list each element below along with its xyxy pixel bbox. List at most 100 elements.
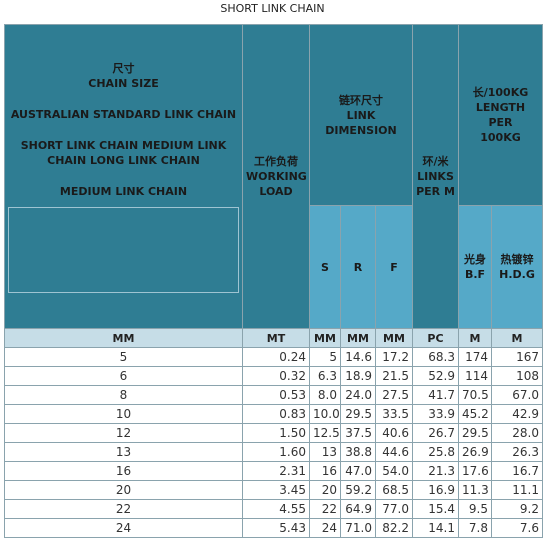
data-cell: 108 [491,366,543,386]
header-text: DIMENSION [325,123,397,137]
data-cell: 3.45 [242,480,310,500]
data-cell: 17.2 [375,347,413,367]
data-row: 16 2.31 16 47.0 54.0 21.3 17.6 16.7 [4,461,543,481]
header-text: PER M [416,185,455,198]
header-text: LENGTH PER [475,101,526,129]
data-cell: 5 [309,347,341,367]
header-cell: F [375,205,413,329]
header-text: WORKING [246,170,307,183]
header-text: MEDIUM LINK CHAIN [59,184,188,198]
gap [8,168,239,184]
data-cell: 37.5 [340,423,376,443]
data-cell: 67.0 [491,385,543,405]
data-cell: 24 [309,518,341,538]
data-cell: 0.53 [242,385,310,405]
data-cell: 6 [4,366,243,386]
data-cell: 11.1 [491,480,543,500]
header-cell: 环/米 LINKS PER M [412,24,459,329]
data-cell: 22 [4,499,243,519]
data-cell: 12.5 [309,423,341,443]
header-cell: 长/100KG LENGTH PER 100KG [458,24,543,206]
data-row: 12 1.50 12.5 37.5 40.6 26.7 29.5 28.0 [4,423,543,443]
data-cell: 77.0 [375,499,413,519]
data-cell: 70.5 [458,385,492,405]
data-cell: 13 [4,442,243,462]
header-text: CHAIN SIZE [88,76,159,90]
header-cell: 链环尺寸 LINK DIMENSION [309,24,413,206]
data-cell: 54.0 [375,461,413,481]
spec-table: 尺寸 CHAIN SIZE AUSTRALIAN STANDARD LINK CHA… [4,24,543,538]
data-cell: 9.5 [458,499,492,519]
data-cell: 18.9 [340,366,376,386]
header-text: 工作负荷 [254,155,298,168]
data-cell: 33.5 [375,404,413,424]
data-cell: 1.50 [242,423,310,443]
data-cell: 13 [309,442,341,462]
data-cell: 22 [309,499,341,519]
data-cell: 6.3 [309,366,341,386]
data-cell: 27.5 [375,385,413,405]
unit-cell: MT [242,328,310,348]
header-text: SHORT LINK CHAIN MEDIUM LINK [20,138,227,152]
unit-cell: MM [340,328,376,348]
data-row: 20 3.45 20 59.2 68.5 16.9 11.3 11.1 [4,480,543,500]
header-text: 链环尺寸 [339,93,383,107]
header-text: B.F [464,268,486,281]
unit-cell: MM [309,328,341,348]
header-cell: S [309,205,341,329]
data-cell: 20 [309,480,341,500]
data-cell: 15.4 [412,499,459,519]
data-cell: 11.3 [458,480,492,500]
data-cell: 28.0 [491,423,543,443]
data-cell: 7.8 [458,518,492,538]
header-text: 尺寸 [112,61,135,75]
data-row: 8 0.53 8.0 24.0 27.5 41.7 70.5 67.0 [4,385,543,405]
data-cell: 24.0 [340,385,376,405]
data-cell: 7.6 [491,518,543,538]
data-cell: 42.9 [491,404,543,424]
gap [8,91,239,107]
data-cell: 167 [491,347,543,367]
data-row: 5 0.24 5 14.6 17.2 68.3 174 167 [4,347,543,367]
data-cell: 26.3 [491,442,543,462]
data-cell: 9.2 [491,499,543,519]
empty-box [8,206,239,293]
data-cell: 5 [4,347,243,367]
unit-cell: MM [375,328,413,348]
unit-cell: M [491,328,543,348]
header-row: S R F 光身 B.F 热镀锌 H.D.G [5,205,543,329]
data-cell: 0.32 [242,366,310,386]
page-title: SHORT LINK CHAIN [220,2,325,15]
data-cell: 114 [458,366,492,386]
header-cell: 尺寸 CHAIN SIZE AUSTRALIAN STANDARD LINK CHA… [4,24,243,329]
header-text: 热镀锌 [500,253,534,266]
data-row: 22 4.55 22 64.9 77.0 15.4 9.5 9.2 [4,499,543,519]
data-cell: 68.5 [375,480,413,500]
data-cell: 52.9 [412,366,459,386]
data-cell: 29.5 [340,404,376,424]
data-cell: 12 [4,423,243,443]
data-cell: 16 [309,461,341,481]
unit-cell: M [458,328,492,348]
data-cell: 64.9 [340,499,376,519]
data-cell: 8 [4,385,243,405]
data-cell: 14.6 [340,347,376,367]
header-text: CHAIN LONG LINK CHAIN [47,153,200,167]
data-cell: 44.6 [375,442,413,462]
data-row: 10 0.83 10.0 29.5 33.5 33.9 45.2 42.9 [4,404,543,424]
data-cell: 10 [4,404,243,424]
units-row: MM MT MM MM MM PC M M [4,328,543,348]
header-cell: 工作负荷 WORKING LOAD [242,24,310,329]
data-cell: 45.2 [458,404,492,424]
header-text: AUSTRALIAN STANDARD LINK CHAIN [10,107,237,121]
data-cell: 16.9 [412,480,459,500]
data-cell: 20 [4,480,243,500]
header-text: LOAD [259,185,293,198]
data-cell: 47.0 [340,461,376,481]
data-cell: 0.83 [242,404,310,424]
data-cell: 82.2 [375,518,413,538]
header-text: F [390,260,398,274]
gap [8,122,239,138]
data-cell: 4.55 [242,499,310,519]
